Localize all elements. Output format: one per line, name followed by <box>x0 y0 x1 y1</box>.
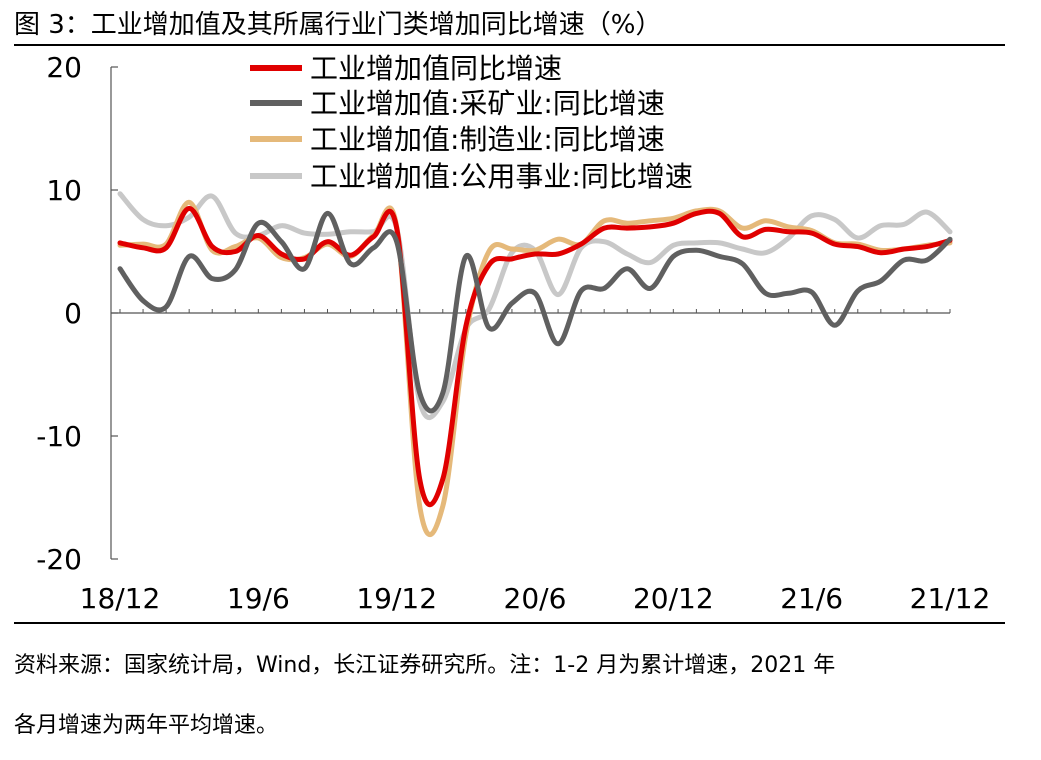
series-line-4 <box>117 191 953 420</box>
y-tick-label: 0 <box>64 297 82 330</box>
source-rule <box>14 622 1005 624</box>
y-tick-label: -20 <box>36 543 82 576</box>
series-line-1 <box>117 205 953 507</box>
x-tick-label: 18/12 <box>80 582 161 615</box>
axes: 20 10 0 -10 -20 18/12 19/6 19/12 20/6 20/12 21/6 21… <box>36 51 990 615</box>
legend-label-2: 工业增加值:采矿业:同比增速 <box>310 87 665 120</box>
x-tick-label: 20/6 <box>504 582 567 615</box>
series-lines <box>117 191 953 537</box>
x-tick-label: 21/6 <box>780 582 843 615</box>
legend-label-4: 工业增加值:公用事业:同比增速 <box>310 160 693 193</box>
source-note-line-2: 各月增速为两年平均增速。 <box>14 713 279 738</box>
legend: 工业增加值同比增速工业增加值:采矿业:同比增速工业增加值:制造业:同比增速工业增… <box>250 52 693 193</box>
legend-label-3: 工业增加值:制造业:同比增速 <box>310 123 665 156</box>
x-tick-label: 20/12 <box>633 582 714 615</box>
line-chart: 20 10 0 -10 -20 18/12 19/6 19/12 20/6 20/12 21/6 21… <box>36 51 990 615</box>
y-tick-label: 10 <box>46 174 82 207</box>
figure-title: 图 3：工业增加值及其所属行业门类增加同比增速（%） <box>14 10 662 40</box>
title-rule <box>14 44 1005 46</box>
series-line-3 <box>117 199 953 537</box>
y-tick-label: 20 <box>46 51 82 84</box>
x-tick-label: 21/12 <box>910 582 991 615</box>
x-tick-label: 19/12 <box>356 582 437 615</box>
source-note-line-1: 资料来源：国家统计局，Wind，长江证券研究所。注：1-2 月为累计增速，202… <box>14 653 836 678</box>
x-tick-label: 19/6 <box>227 582 290 615</box>
series-line-2 <box>117 210 953 414</box>
y-tick-label: -10 <box>36 420 82 453</box>
legend-label-1: 工业增加值同比增速 <box>310 52 562 85</box>
